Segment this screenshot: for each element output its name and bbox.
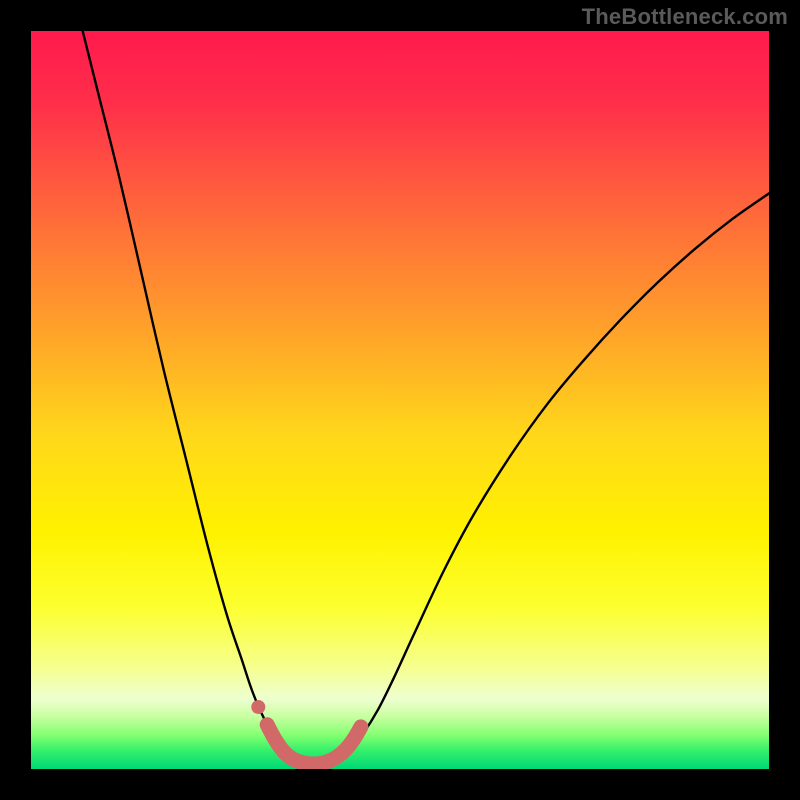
bottom-marker-dot bbox=[251, 700, 265, 714]
curve-path bbox=[83, 31, 769, 763]
chart-frame: TheBottleneck.com bbox=[0, 0, 800, 800]
watermark-text: TheBottleneck.com bbox=[582, 4, 788, 30]
bottleneck-curve bbox=[31, 31, 769, 769]
bottom-marker-segment bbox=[267, 725, 361, 764]
plot-area bbox=[31, 31, 769, 769]
